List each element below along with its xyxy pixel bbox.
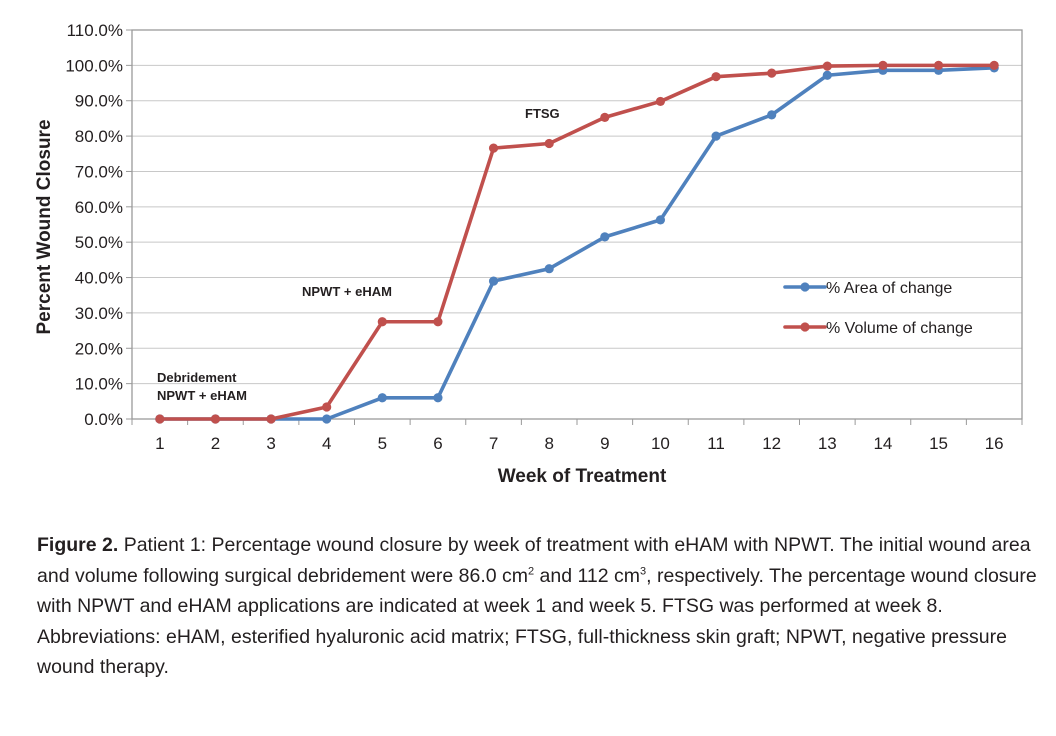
data-point (711, 131, 721, 141)
x-tick-label: 12 (762, 434, 781, 453)
y-tick-label: 40.0% (75, 269, 123, 288)
caption-abbreviations: Abbreviations: eHAM, esterified hyaluron… (37, 625, 1007, 679)
y-tick-label: 90.0% (75, 92, 123, 111)
x-tick-label: 5 (378, 434, 387, 453)
y-tick-label: 110.0% (67, 21, 123, 40)
y-tick-label: 70.0% (75, 162, 123, 181)
data-point (767, 68, 777, 78)
data-point (488, 276, 499, 286)
x-tick-label: 2 (211, 434, 220, 453)
caption-text-3: , respectively. The percentage wound clo… (37, 564, 1037, 618)
y-tick-label: 100.0% (65, 56, 123, 75)
y-tick-label: 20.0% (75, 339, 123, 358)
x-axis-ticks: 1 2 3 4 5 6 7 8 9 10 11 12 13 14 15 16 (131, 419, 1023, 453)
x-tick-label: 3 (266, 434, 275, 453)
data-point (767, 110, 777, 120)
data-point (210, 414, 221, 424)
x-tick-label: 9 (600, 434, 609, 453)
data-point (322, 402, 332, 412)
x-tick-label: 11 (707, 434, 725, 453)
x-tick-label: 8 (544, 434, 553, 453)
figure-label: Figure 2. (37, 534, 119, 556)
annotations: Debridement NPWT + eHAM NPWT + eHAM FTSG (157, 106, 560, 403)
caption-paragraph: Figure 2. Patient 1: Percentage wound cl… (37, 530, 1037, 622)
data-point (433, 317, 443, 327)
y-tick-label: 50.0% (75, 233, 123, 252)
x-tick-label: 16 (985, 434, 1004, 453)
annotation-label: NPWT + eHAM (302, 284, 392, 299)
x-tick-label: 6 (433, 434, 442, 453)
data-point (822, 61, 832, 71)
caption-text-2: and 112 cm (534, 564, 641, 587)
data-point (711, 72, 721, 82)
x-tick-label: 4 (322, 434, 331, 453)
x-tick-label: 1 (155, 434, 164, 453)
y-axis-ticks: 0.0% 10.0% 20.0% 30.0% 40.0% 50.0% 60.0% 70.0% 8… (65, 21, 132, 429)
data-point (933, 60, 944, 70)
data-point (878, 60, 888, 70)
annotation-label: FTSG (525, 106, 560, 121)
annotation-label: Debridement (157, 370, 237, 385)
y-axis-label: Percent Wound Closure (34, 119, 55, 334)
legend-label: % Volume of change (826, 320, 973, 337)
line-chart: 0.0% 10.0% 20.0% 30.0% 40.0% 50.0% 60.0% 70.0% 8… (34, 21, 1023, 487)
y-tick-label: 30.0% (75, 304, 123, 323)
data-point (822, 70, 832, 80)
y-tick-label: 60.0% (75, 198, 123, 217)
data-point (544, 264, 554, 274)
x-tick-label: 14 (873, 434, 892, 453)
data-point (322, 414, 332, 424)
data-point (989, 60, 999, 70)
figure-caption: Figure 2. Patient 1: Percentage wound cl… (37, 530, 1037, 683)
data-point (433, 393, 443, 403)
legend-label: % Area of change (826, 280, 952, 297)
series-line (158, 63, 996, 421)
volume-unit-superscript: 3 (640, 565, 647, 577)
data-point (600, 112, 610, 122)
data-point (377, 393, 387, 403)
data-point (655, 96, 666, 107)
series-lines (155, 60, 999, 424)
data-point (655, 215, 666, 225)
plot-area-frame (131, 29, 1023, 420)
data-point (600, 232, 610, 242)
x-tick-label: 10 (651, 434, 670, 453)
x-tick-label: 7 (489, 434, 498, 453)
data-point (155, 414, 165, 424)
legend-marker (800, 282, 810, 292)
annotation-label: NPWT + eHAM (157, 388, 247, 403)
data-point (544, 138, 554, 149)
area-unit-superscript: 2 (528, 565, 535, 577)
data-point (377, 317, 387, 327)
x-axis-label: Week of Treatment (498, 466, 667, 487)
x-tick-label: 15 (929, 434, 948, 453)
data-point (266, 414, 276, 424)
series-line (158, 66, 996, 421)
series-area (155, 63, 999, 424)
legend-marker (800, 322, 810, 332)
y-tick-label: 80.0% (75, 127, 123, 146)
legend: % Area of change % Volume of change (783, 280, 973, 337)
data-point (488, 143, 499, 153)
y-tick-label: 0.0% (84, 410, 123, 429)
caption-text-1: Patient 1: Percentage wound closure by w… (37, 534, 1031, 587)
x-tick-label: 13 (818, 434, 837, 453)
series-volume (155, 60, 999, 424)
y-tick-label: 10.0% (75, 375, 123, 394)
